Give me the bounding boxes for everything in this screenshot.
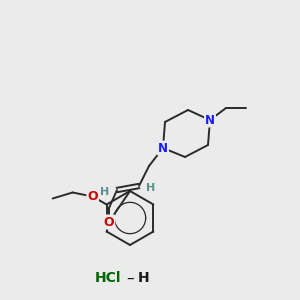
Text: H: H [146,183,156,193]
Text: N: N [158,142,168,154]
Text: –: – [126,271,134,286]
Text: O: O [104,215,114,229]
Text: HCl: HCl [95,271,121,285]
Text: H: H [100,187,109,197]
Text: N: N [205,113,215,127]
Text: O: O [87,190,98,203]
Text: H: H [138,271,150,285]
